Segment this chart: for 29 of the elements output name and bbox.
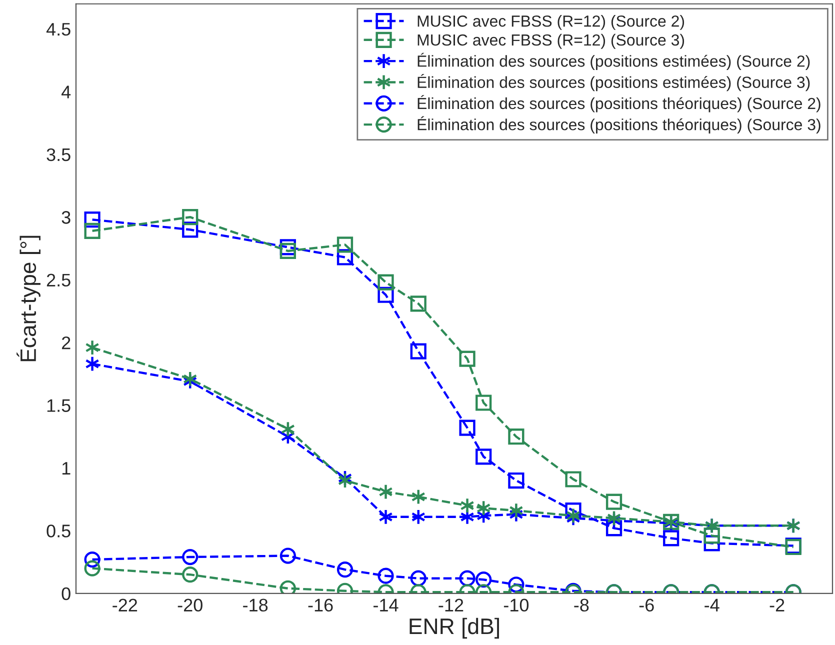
x-tick-label: -8 <box>574 598 589 612</box>
y-tick-label: 1.5 <box>47 399 70 412</box>
legend-label: Élimination des sources (positions théoriques) (Source 3) <box>418 116 820 134</box>
legend-label: Élimination des sources (positions estimées) (Source 2) <box>418 52 810 70</box>
y-tick-label: 4 <box>62 86 71 98</box>
y-tick-label: 0 <box>62 587 70 600</box>
x-tick-label: -4 <box>704 598 720 612</box>
x-tick-label: -2 <box>770 598 784 612</box>
legend-label: Élimination des sources (positions théoriques) (Source 2) <box>418 95 820 112</box>
y-tick-label: 0.5 <box>46 524 70 538</box>
x-tick-label: -12 <box>438 598 464 612</box>
x-tick-label: -6 <box>639 598 654 612</box>
x-axis-title: ENR [dB] <box>410 618 499 639</box>
x-tick-label: -14 <box>374 598 398 612</box>
y-tick-label: 3.5 <box>46 148 70 162</box>
y-tick-label: 4.5 <box>46 23 70 36</box>
x-tick-label: -20 <box>178 598 202 612</box>
legend-label: Élimination des sources (positions estimées) (Source 3) <box>418 74 810 92</box>
y-tick-label: 2.5 <box>46 274 70 287</box>
x-tick-label: -16 <box>308 598 333 612</box>
y-tick-label: 2 <box>62 336 70 350</box>
x-tick-label: -10 <box>504 598 529 612</box>
y-axis-title: Écart-type [°] <box>16 236 40 362</box>
x-tick-label: -18 <box>243 598 268 612</box>
legend-label: MUSIC avec FBSS (R=12) (Source 3) <box>418 34 684 49</box>
y-tick-label: 3 <box>62 211 70 224</box>
x-tick-label: -22 <box>112 598 138 612</box>
y-tick-label: 1 <box>62 462 70 475</box>
legend-label: MUSIC avec FBSS (R=12) (Source 2) <box>418 15 684 30</box>
